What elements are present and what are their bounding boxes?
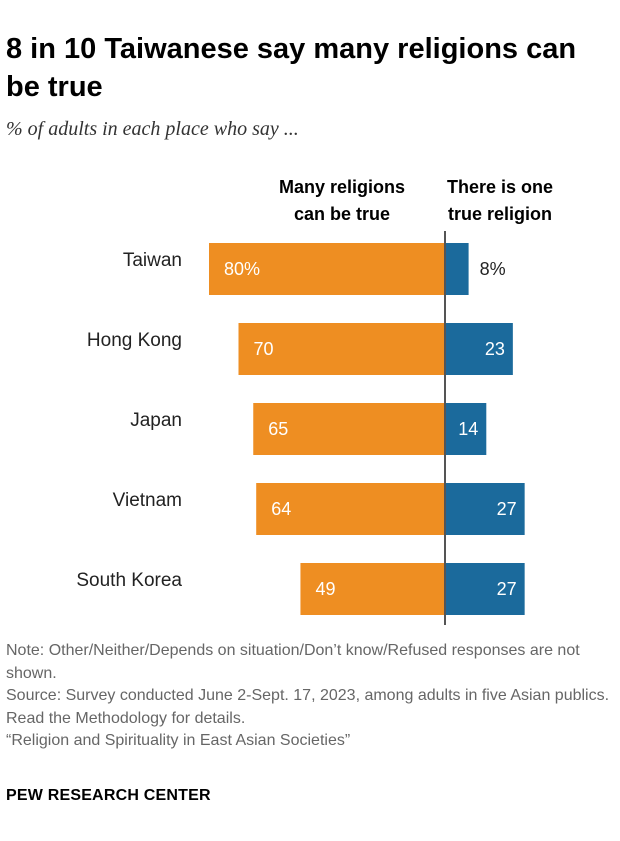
category-label: Vietnam — [113, 490, 182, 511]
note-text: Note: Other/Neither/Depends on situation… — [6, 642, 580, 682]
bar-many-religions — [209, 243, 445, 295]
category-label: Hong Kong — [87, 330, 182, 351]
chart-title: 8 in 10 Taiwanese say many religions can… — [6, 33, 577, 103]
data-label-many-religions: 80% — [224, 259, 260, 279]
category-label: South Korea — [76, 570, 182, 591]
bar-many-religions — [300, 563, 445, 615]
chart-subtitle: % of adults in each place who say ... — [6, 118, 299, 140]
category-label: Japan — [130, 410, 182, 431]
right-column-header-line-2: true religion — [448, 204, 552, 224]
report-title: “Religion and Spirituality in East Asian… — [6, 732, 351, 749]
data-label-one-true-religion: 27 — [497, 499, 517, 519]
data-label-one-true-religion: 8% — [480, 259, 506, 279]
bar-one-true-religion — [445, 483, 525, 535]
brand-logo-text: PEW RESEARCH CENTER — [6, 787, 211, 804]
left-column-header-line-2: can be true — [294, 204, 390, 224]
data-label-one-true-religion: 27 — [497, 579, 517, 599]
bar-one-true-religion — [445, 403, 487, 455]
data-label-one-true-religion: 23 — [485, 339, 505, 359]
data-label-many-religions: 49 — [315, 579, 335, 599]
left-column-header-line-1: Many religions — [279, 177, 405, 197]
bar-one-true-religion — [445, 243, 469, 295]
bar-one-true-religion — [445, 323, 513, 375]
category-label: Taiwan — [123, 250, 182, 271]
data-label-many-religions: 64 — [271, 499, 291, 519]
bar-many-religions — [238, 323, 445, 375]
bar-one-true-religion — [445, 563, 525, 615]
footnotes: Note: Other/Neither/Depends on situation… — [6, 640, 611, 753]
bar-many-religions — [256, 483, 445, 535]
data-label-many-religions: 65 — [268, 419, 288, 439]
right-column-header-line-1: There is one — [447, 177, 553, 197]
data-label-one-true-religion: 14 — [458, 419, 478, 439]
source-text: Source: Survey conducted June 2-Sept. 17… — [6, 687, 610, 727]
bar-many-religions — [253, 403, 445, 455]
diverging-bar-chart: Many religions can be true There is one tru… — [76, 177, 553, 625]
data-label-many-religions: 70 — [254, 339, 274, 359]
